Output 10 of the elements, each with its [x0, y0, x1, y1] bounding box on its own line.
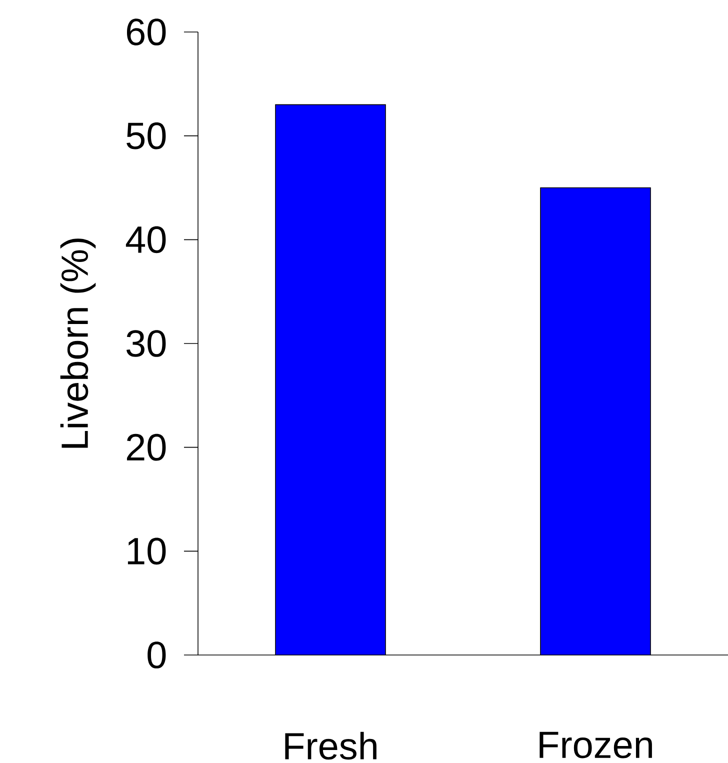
x-tick-label: Fresh — [285, 732, 376, 760]
y-tick-label: 20 — [126, 434, 166, 461]
y-tick-label: 40 — [126, 226, 166, 254]
y-tick-label: 50 — [126, 122, 166, 150]
y-tick-label: 10 — [128, 538, 166, 565]
y-axis-title: Liveborn (%) — [60, 238, 96, 448]
x-tick-label: Frozen — [540, 732, 652, 758]
y-tick-label: 0 — [148, 642, 166, 668]
y-tick-label: 60 — [126, 18, 166, 46]
y-tick-label: 30 — [126, 330, 166, 357]
